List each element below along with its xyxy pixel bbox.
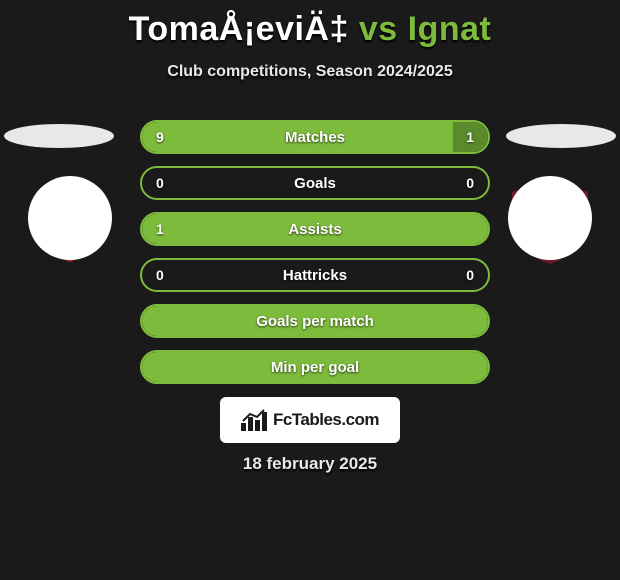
brand-text: FcTables.com (273, 410, 379, 430)
stat-value-left: 1 (156, 221, 164, 237)
stat-label: Hattricks (283, 267, 347, 284)
stat-value-left: 9 (156, 129, 164, 145)
stat-bar: Min per goal (140, 350, 490, 384)
stat-bar: 9 1 Matches (140, 120, 490, 154)
stat-bars: 9 1 Matches 0 0 Goals 1 Assists 0 0 Hattricks Goals… (140, 120, 490, 396)
player2-oval (506, 124, 616, 148)
vs-text: vs (359, 10, 398, 48)
stat-value-right: 0 (466, 267, 474, 283)
stat-bar: Goals per match (140, 304, 490, 338)
player1-oval (4, 124, 114, 148)
comparison-card: TomaÅ¡eviÄ‡ vs Ignat Club competitions, … (0, 0, 620, 580)
stat-label: Min per goal (271, 359, 359, 376)
player2-name: Ignat (408, 10, 492, 48)
player2-crest: RAPID (500, 176, 600, 266)
brand-chart-icon (241, 409, 267, 431)
stat-bar: 1 Assists (140, 212, 490, 246)
stat-bar: 0 0 Hattricks (140, 258, 490, 292)
crest-bg (28, 176, 112, 260)
date-text: 18 february 2025 (0, 454, 620, 474)
stat-label: Goals (294, 175, 336, 192)
stat-value-left: 0 (156, 267, 164, 283)
stat-value-right: 1 (466, 129, 474, 145)
stat-value-right: 0 (466, 175, 474, 191)
crest-bg (508, 176, 592, 260)
title: TomaÅ¡eviÄ‡ vs Ignat (0, 0, 620, 49)
stat-bar: 0 0 Goals (140, 166, 490, 200)
brand-badge: FcTables.com (220, 397, 400, 443)
subtitle: Club competitions, Season 2024/2025 (0, 63, 620, 81)
player1-name: TomaÅ¡eviÄ‡ (129, 10, 349, 48)
player1-crest (20, 176, 120, 266)
stat-value-left: 0 (156, 175, 164, 191)
stat-label: Matches (285, 129, 345, 146)
stat-label: Goals per match (256, 313, 374, 330)
stat-label: Assists (288, 221, 341, 238)
